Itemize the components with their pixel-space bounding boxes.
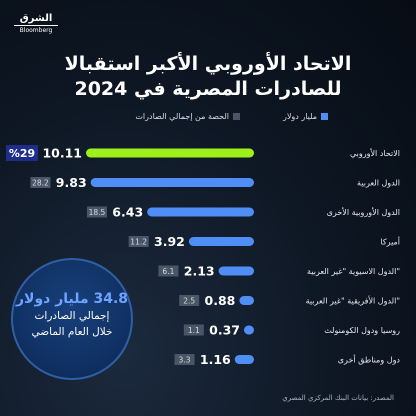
- chart-title: الاتحاد الأوروبي الأكبر استقبالا للصادرا…: [20, 52, 396, 102]
- value-label: 2.13: [184, 264, 215, 279]
- share-label: 6.1: [162, 267, 174, 276]
- value-label: 0.88: [205, 293, 236, 308]
- share-badge: [6, 145, 38, 161]
- share-badge: [30, 177, 51, 188]
- callout-total: 34.8 مليار دولار: [15, 291, 129, 307]
- bar: [90, 178, 254, 187]
- brand-logo: الشرق Bloomberg: [14, 12, 58, 40]
- category-label: الدول الاسيوية "غير العربية": [307, 267, 400, 276]
- category-label: روسيا ودول الكومنولث: [324, 326, 400, 335]
- total-exports-callout: 34.8 مليار دولار إجمالي الصادرات خلال ال…: [11, 258, 133, 380]
- category-label: أميركا: [380, 237, 400, 247]
- bar: [239, 296, 254, 305]
- legend-item-share: الحصة من إجمالي الصادرات: [135, 112, 240, 121]
- value-label: 1.16: [200, 352, 231, 367]
- bar: [86, 148, 254, 158]
- title-line-2: للصادرات المصرية في 2024: [74, 78, 342, 100]
- share-badge: [86, 206, 107, 218]
- bar: [244, 325, 254, 335]
- category-label: الدول العربية: [357, 179, 400, 188]
- share-label: 1.1: [188, 326, 200, 335]
- share-badge: [128, 236, 149, 247]
- legend: مليار دولار الحصة من إجمالي الصادرات: [88, 112, 328, 126]
- callout-label: إجمالي الصادرات: [34, 310, 110, 322]
- title-line-1: الاتحاد الأوروبي الأكبر استقبالا: [64, 53, 352, 75]
- category-label: الدول الأوروبية الأخرى: [327, 207, 400, 217]
- share-badge: [183, 324, 204, 336]
- legend-swatch-value: [321, 113, 328, 120]
- source-note: المصدر: بيانات البنك المركزي المصري: [282, 394, 394, 402]
- value-label: 6.43: [112, 205, 143, 220]
- legend-swatch-share: [233, 113, 240, 120]
- share-label: 11.2: [130, 238, 147, 247]
- legend-label-share: الحصة من إجمالي الصادرات: [135, 112, 229, 121]
- share-badge: [158, 265, 179, 277]
- bar: [147, 207, 254, 217]
- legend-item-value: مليار دولار: [283, 112, 328, 121]
- share-badge: [174, 354, 195, 365]
- bar: [218, 266, 254, 276]
- callout-period: خلال العام الماضي: [31, 326, 113, 338]
- category-label: دول ومناطق أخرى: [338, 355, 401, 365]
- share-label: 18.5: [89, 208, 106, 217]
- category-label: الدول الأفريقية "غير العربية": [306, 296, 400, 306]
- legend-label-value: مليار دولار: [282, 112, 317, 121]
- bar: [188, 237, 254, 246]
- share-label: %29: [9, 147, 35, 160]
- share-label: 28.2: [32, 179, 49, 188]
- value-label: 10.11: [42, 146, 82, 161]
- brand-name-ar: الشرق: [14, 12, 58, 26]
- share-label: 2.5: [183, 297, 195, 306]
- brand-name-en: Bloomberg: [19, 27, 53, 34]
- value-label: 0.37: [209, 323, 240, 338]
- value-label: 3.92: [154, 234, 185, 249]
- share-badge: [179, 295, 200, 306]
- share-label: 3.3: [179, 356, 191, 365]
- bar: [234, 355, 254, 364]
- value-label: 9.83: [56, 175, 87, 190]
- category-label: الاتحاد الأوروبي: [350, 148, 400, 158]
